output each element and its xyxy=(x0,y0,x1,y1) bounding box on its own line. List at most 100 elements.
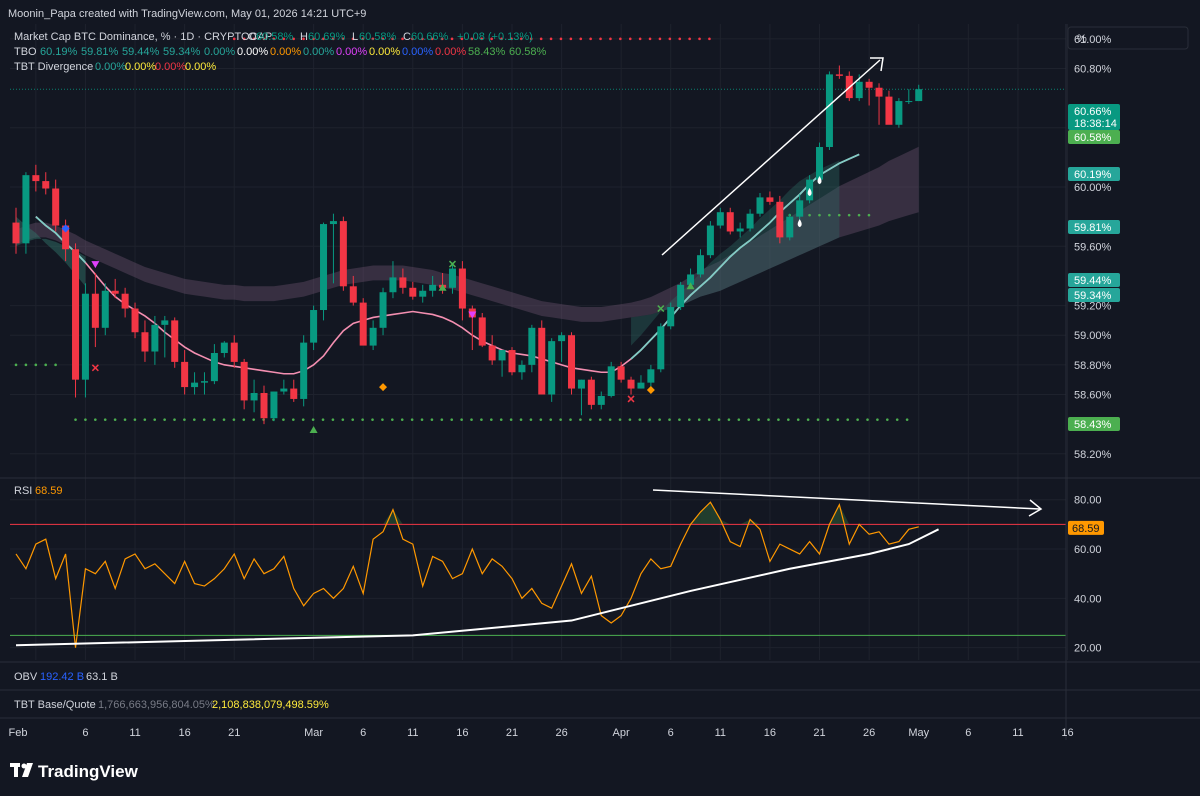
scale-toggle-button[interactable] xyxy=(1067,26,1189,50)
support-dots-dot xyxy=(311,418,315,421)
candle[interactable] xyxy=(776,195,784,244)
candle[interactable] xyxy=(577,379,585,416)
time-axis[interactable]: Feb 6 11 16 21 Mar 6 11 16 21 26 Apr 6 11 16 21 26 May 6 11… xyxy=(9,727,1074,739)
candle[interactable] xyxy=(329,213,337,284)
candle[interactable] xyxy=(91,272,99,348)
candle[interactable] xyxy=(488,335,496,365)
candle[interactable] xyxy=(250,379,258,413)
candle[interactable] xyxy=(111,278,119,299)
candle[interactable] xyxy=(409,281,417,300)
candle[interactable] xyxy=(617,361,625,383)
candle[interactable] xyxy=(657,323,665,373)
candle[interactable] xyxy=(349,275,357,306)
candle[interactable] xyxy=(716,207,724,229)
candle[interactable] xyxy=(300,335,308,407)
candle[interactable] xyxy=(597,391,605,410)
rsi-pane[interactable]: RSI 68.59 xyxy=(10,485,1066,648)
candle[interactable] xyxy=(369,320,377,351)
candle[interactable] xyxy=(42,172,50,195)
candle[interactable] xyxy=(746,209,754,232)
candle[interactable] xyxy=(796,194,804,220)
candle[interactable] xyxy=(121,287,129,318)
early-level-dots-dot xyxy=(44,363,47,367)
candle[interactable] xyxy=(131,302,139,339)
candle[interactable] xyxy=(389,261,397,299)
early-level-dots-dot xyxy=(34,363,38,367)
candle[interactable] xyxy=(677,281,685,311)
candle[interactable] xyxy=(12,207,20,254)
candle[interactable] xyxy=(895,98,903,128)
candle[interactable] xyxy=(280,379,288,395)
candle[interactable] xyxy=(667,302,675,330)
candle[interactable] xyxy=(478,312,486,348)
support-dots-dot xyxy=(103,418,107,421)
candle[interactable] xyxy=(191,372,199,395)
candle[interactable] xyxy=(81,283,89,398)
candle[interactable] xyxy=(72,243,80,398)
candle[interactable] xyxy=(240,358,248,410)
candle[interactable] xyxy=(865,78,873,106)
candle[interactable] xyxy=(161,315,169,358)
rsi-axis[interactable]: 80.00 60.00 40.00 20.00 68.59 xyxy=(1068,495,1104,655)
candle[interactable] xyxy=(419,284,427,303)
candle[interactable] xyxy=(151,315,159,365)
candle-body xyxy=(131,308,139,333)
candle[interactable] xyxy=(726,207,734,235)
candle[interactable] xyxy=(52,179,60,232)
candle[interactable] xyxy=(310,305,318,351)
candle[interactable] xyxy=(498,350,506,377)
candle[interactable] xyxy=(696,249,704,278)
candle[interactable] xyxy=(230,335,238,368)
candle[interactable] xyxy=(885,90,893,125)
candle[interactable] xyxy=(637,375,645,389)
candle[interactable] xyxy=(627,376,635,395)
candle[interactable] xyxy=(508,347,516,376)
symbol-legend[interactable]: Market Cap BTC Dominance, % · 1D · CRYPT… xyxy=(14,31,533,43)
tbo-legend[interactable]: TBO 60.19% 59.81% 59.44% 59.34% 0.00% 0.00% 0.0… xyxy=(14,46,547,58)
candle[interactable] xyxy=(607,361,615,398)
candle[interactable] xyxy=(141,320,149,362)
candle[interactable] xyxy=(587,376,595,410)
candle[interactable] xyxy=(101,283,109,336)
candle[interactable] xyxy=(905,89,913,105)
candle[interactable] xyxy=(558,332,566,362)
candle[interactable] xyxy=(181,350,189,395)
price-axis[interactable]: 61.00%60.80%60.40%60.00%59.60%59.20%59.0… xyxy=(1068,34,1120,461)
candle[interactable] xyxy=(706,221,714,259)
candle[interactable] xyxy=(429,275,437,297)
candle[interactable] xyxy=(290,379,298,402)
candle[interactable] xyxy=(270,391,278,422)
tradingview-logo[interactable]: TradingView xyxy=(10,762,139,781)
candle[interactable] xyxy=(32,164,40,192)
candle[interactable] xyxy=(171,317,179,368)
candle[interactable] xyxy=(210,344,218,385)
candle[interactable] xyxy=(548,338,556,402)
candle[interactable] xyxy=(568,332,576,395)
candle[interactable] xyxy=(339,216,347,291)
tbt-legend[interactable]: TBT Divergence 0.00%0.00%0.00%0.00% xyxy=(14,61,216,73)
candle[interactable] xyxy=(766,191,774,205)
candle[interactable] xyxy=(518,360,526,380)
candle[interactable] xyxy=(736,222,744,238)
candle[interactable] xyxy=(200,372,208,395)
candle[interactable] xyxy=(647,364,655,389)
candle[interactable] xyxy=(915,84,923,102)
candle[interactable] xyxy=(220,341,228,358)
candle[interactable] xyxy=(786,213,794,241)
candle[interactable] xyxy=(458,261,466,321)
candle[interactable] xyxy=(825,71,833,150)
candle[interactable] xyxy=(875,83,883,125)
candle-body xyxy=(915,89,923,102)
candle[interactable] xyxy=(756,192,764,217)
candle[interactable] xyxy=(538,320,546,395)
candle[interactable] xyxy=(835,65,843,79)
candle[interactable] xyxy=(22,172,30,254)
candle[interactable] xyxy=(399,268,407,294)
candle[interactable] xyxy=(320,222,328,321)
candle[interactable] xyxy=(528,324,536,373)
candle[interactable] xyxy=(260,385,268,425)
candle[interactable] xyxy=(448,262,456,294)
candle[interactable] xyxy=(359,298,367,346)
candle[interactable] xyxy=(379,287,387,336)
